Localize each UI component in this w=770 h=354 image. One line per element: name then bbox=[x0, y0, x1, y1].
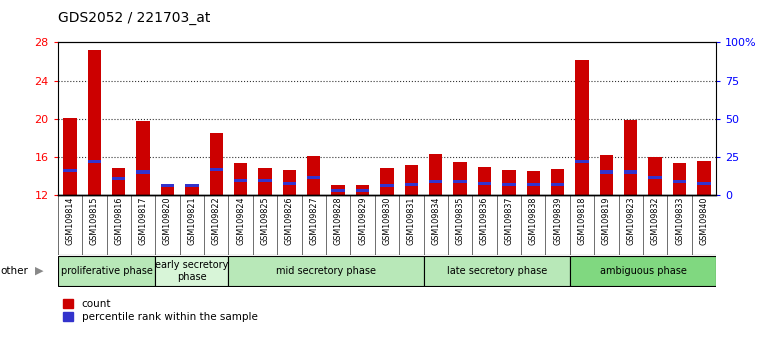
Text: ambiguous phase: ambiguous phase bbox=[600, 266, 686, 276]
Bar bbox=[380, 168, 393, 195]
Text: late secretory phase: late secretory phase bbox=[447, 266, 547, 276]
FancyBboxPatch shape bbox=[58, 256, 156, 286]
Text: GSM109826: GSM109826 bbox=[285, 196, 294, 245]
Text: GSM109814: GSM109814 bbox=[65, 196, 75, 245]
Bar bbox=[234, 163, 247, 195]
Text: GSM109830: GSM109830 bbox=[383, 196, 391, 245]
Bar bbox=[185, 184, 199, 187]
Bar bbox=[307, 156, 320, 195]
Bar bbox=[404, 183, 418, 186]
Bar bbox=[356, 189, 370, 192]
Text: GSM109833: GSM109833 bbox=[675, 196, 684, 245]
Bar bbox=[63, 169, 77, 172]
Bar bbox=[88, 160, 101, 163]
Bar bbox=[477, 182, 491, 185]
Bar bbox=[477, 167, 491, 195]
Text: GSM109819: GSM109819 bbox=[602, 196, 611, 245]
Bar bbox=[551, 183, 564, 186]
Bar bbox=[283, 182, 296, 185]
Text: ▶: ▶ bbox=[35, 266, 44, 276]
Bar bbox=[283, 170, 296, 195]
Bar bbox=[429, 154, 443, 195]
Text: GDS2052 / 221703_at: GDS2052 / 221703_at bbox=[58, 11, 210, 25]
Text: GSM109824: GSM109824 bbox=[236, 196, 245, 245]
Bar bbox=[380, 184, 393, 187]
Bar bbox=[112, 177, 126, 181]
Bar bbox=[356, 185, 370, 195]
Bar bbox=[331, 189, 345, 192]
Bar bbox=[454, 180, 467, 183]
Bar bbox=[502, 183, 516, 186]
Bar bbox=[673, 180, 686, 183]
FancyBboxPatch shape bbox=[229, 256, 424, 286]
Text: GSM109839: GSM109839 bbox=[553, 196, 562, 245]
Bar bbox=[575, 160, 589, 163]
FancyBboxPatch shape bbox=[570, 256, 716, 286]
Text: GSM109838: GSM109838 bbox=[529, 196, 537, 245]
Text: GSM109835: GSM109835 bbox=[456, 196, 464, 245]
Legend: count, percentile rank within the sample: count, percentile rank within the sample bbox=[63, 299, 258, 322]
Bar bbox=[209, 167, 223, 171]
Bar bbox=[454, 162, 467, 195]
Text: GSM109821: GSM109821 bbox=[187, 196, 196, 245]
Bar bbox=[648, 156, 662, 195]
Text: mid secretory phase: mid secretory phase bbox=[276, 266, 376, 276]
Bar bbox=[527, 171, 540, 195]
Text: GSM109828: GSM109828 bbox=[333, 196, 343, 245]
Bar bbox=[209, 133, 223, 195]
Text: GSM109818: GSM109818 bbox=[578, 196, 587, 245]
Bar bbox=[258, 168, 272, 195]
Bar bbox=[575, 59, 589, 195]
Bar bbox=[161, 185, 174, 195]
Bar bbox=[600, 170, 613, 174]
Bar bbox=[63, 118, 77, 195]
Text: other: other bbox=[1, 266, 28, 276]
Bar bbox=[600, 155, 613, 195]
Bar bbox=[331, 185, 345, 195]
Bar bbox=[307, 176, 320, 179]
Bar bbox=[404, 165, 418, 195]
Text: GSM109840: GSM109840 bbox=[699, 196, 708, 245]
Text: GSM109820: GSM109820 bbox=[163, 196, 172, 245]
Text: GSM109822: GSM109822 bbox=[212, 196, 221, 245]
Bar bbox=[136, 121, 150, 195]
Bar bbox=[136, 170, 150, 174]
Bar bbox=[258, 179, 272, 182]
Text: GSM109827: GSM109827 bbox=[310, 196, 318, 245]
Bar bbox=[112, 168, 126, 195]
Bar bbox=[234, 179, 247, 182]
Text: GSM109823: GSM109823 bbox=[626, 196, 635, 245]
Text: GSM109831: GSM109831 bbox=[407, 196, 416, 245]
FancyBboxPatch shape bbox=[156, 256, 229, 286]
Text: GSM109836: GSM109836 bbox=[480, 196, 489, 245]
Text: GSM109832: GSM109832 bbox=[651, 196, 660, 245]
Text: GSM109829: GSM109829 bbox=[358, 196, 367, 245]
Bar bbox=[502, 170, 516, 195]
Bar bbox=[648, 176, 662, 179]
Bar bbox=[624, 120, 638, 195]
Bar bbox=[624, 170, 638, 174]
Bar bbox=[161, 184, 174, 187]
Bar bbox=[88, 50, 101, 195]
Text: proliferative phase: proliferative phase bbox=[61, 266, 152, 276]
Text: GSM109837: GSM109837 bbox=[504, 196, 514, 245]
Text: GSM109816: GSM109816 bbox=[114, 196, 123, 245]
Text: GSM109834: GSM109834 bbox=[431, 196, 440, 245]
Bar bbox=[527, 183, 540, 186]
Text: GSM109825: GSM109825 bbox=[260, 196, 269, 245]
Text: GSM109815: GSM109815 bbox=[90, 196, 99, 245]
Bar bbox=[429, 180, 443, 183]
Text: GSM109817: GSM109817 bbox=[139, 196, 148, 245]
Text: early secretory
phase: early secretory phase bbox=[156, 260, 229, 282]
FancyBboxPatch shape bbox=[424, 256, 570, 286]
Bar bbox=[697, 182, 711, 185]
Bar bbox=[697, 161, 711, 195]
Bar bbox=[185, 184, 199, 195]
Bar bbox=[551, 169, 564, 195]
Bar bbox=[673, 163, 686, 195]
